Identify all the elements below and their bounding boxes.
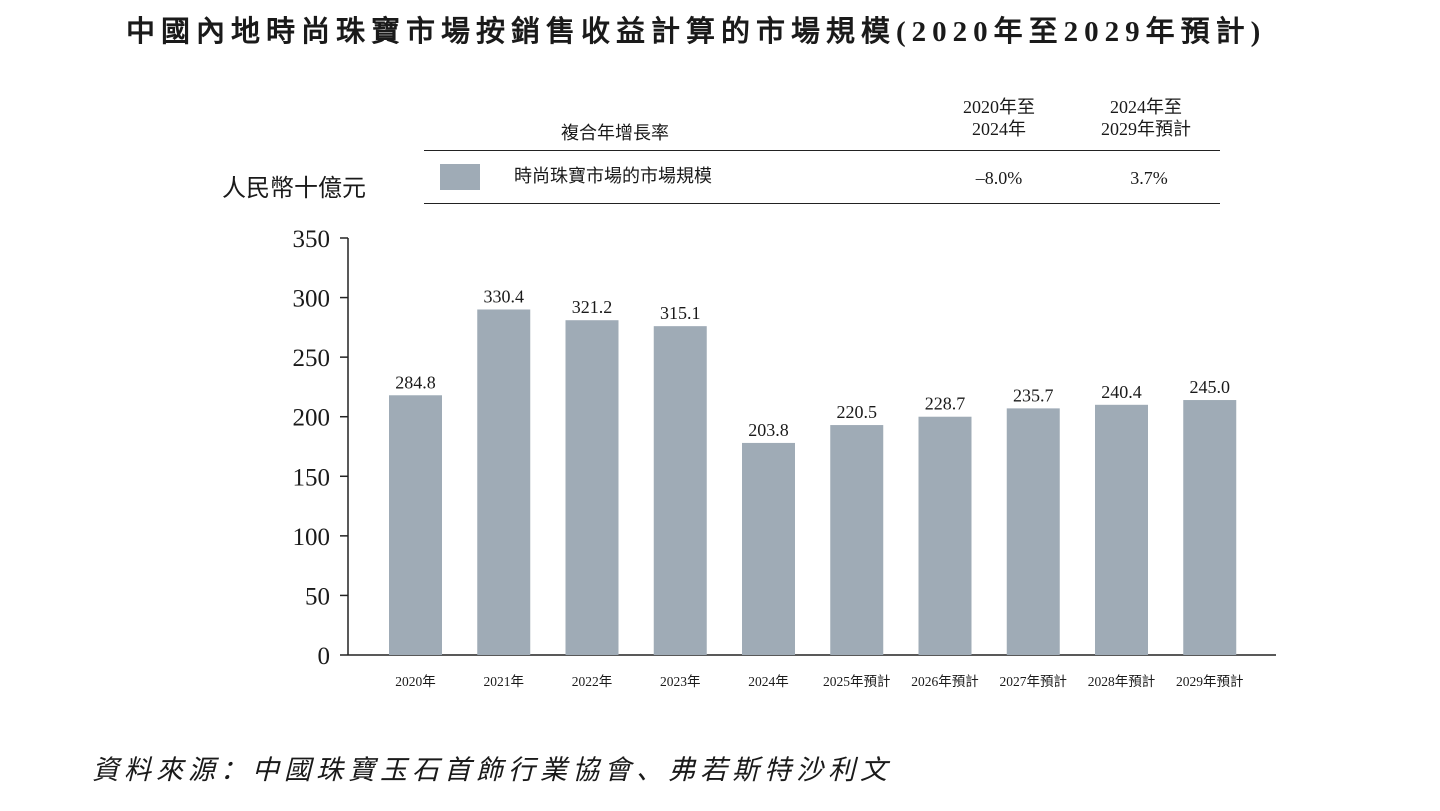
bar-value-label: 235.7 [1013,385,1054,405]
cagr-table: 複合年增長率 2020年至 2024年 2024年至 2029年預計 時尚珠寶市… [424,92,1220,206]
bar [742,442,795,655]
bar-value-label: 240.4 [1101,382,1142,402]
y-tick-label: 350 [293,226,331,253]
y-tick-label: 250 [293,345,331,372]
x-tick-label: 2022年 [572,674,613,689]
y-axis-unit-label: 人民幣十億元 [222,176,366,202]
bar [1183,400,1237,655]
bar [918,416,972,655]
x-tick-label: 2021年 [484,674,525,689]
cagr-rate-2020-2024: –8.0% [975,168,1023,188]
bar [389,395,442,655]
bar-value-label: 321.2 [572,297,613,317]
y-tick-label: 50 [305,583,330,610]
y-tick-label: 300 [293,286,331,313]
y-tick-label: 200 [293,405,331,432]
x-tick-label: 2026年預計 [911,674,979,689]
bar-value-label: 330.4 [484,286,525,306]
bar [830,425,884,655]
bar-value-label: 203.8 [748,420,789,440]
bar-value-label: 245.0 [1190,377,1231,397]
bar-value-label: 315.1 [660,303,701,323]
bar [653,326,707,655]
y-tick-label: 0 [318,643,331,670]
cagr-table-divider-top [424,150,1220,151]
cagr-period-2-line-1: 2024年至 [1110,97,1182,117]
x-tick-label: 2023年 [660,674,701,689]
x-tick-label: 2027年預計 [1000,674,1068,689]
bar-value-label: 220.5 [837,402,878,422]
bar [1095,404,1148,655]
cagr-period-1-line-2: 2024年 [972,119,1026,139]
x-tick-label: 2020年 [395,674,436,689]
cagr-period-2-line-2: 2029年預計 [1101,119,1191,139]
x-tick-label: 2024年 [748,674,789,689]
y-tick-label: 150 [293,464,331,491]
legend-swatch [440,164,480,190]
x-tick-label: 2029年預計 [1176,674,1244,689]
source-note: 資料來源：中國珠寶玉石首飾行業協會、弗若斯特沙利文 [92,755,892,785]
legend-label: 時尚珠寶市場的市場規模 [514,166,712,186]
cagr-period-1-line-1: 2020年至 [963,97,1035,117]
x-tick-label: 2025年預計 [823,674,891,689]
cagr-header: 複合年增長率 [561,123,669,143]
bar-value-label: 228.7 [925,394,966,414]
cagr-table-divider-bottom [424,203,1220,204]
cagr-period-2020-2024: 2020年至 2024年 [944,96,1054,140]
bar-chart: 0 50 100 150 200 250 300 350 284.8 2020年 330.4 2021… [293,226,1276,689]
bar [477,309,531,655]
y-tick-label: 100 [293,524,331,551]
bar-value-label: 284.8 [395,372,436,392]
bar [1006,408,1060,655]
cagr-period-2024-2029: 2024年至 2029年預計 [1086,96,1206,140]
x-tick-label: 2028年預計 [1088,674,1156,689]
cagr-rate-2024-2029: 3.7% [1130,168,1168,188]
chart-title: 中國內地時尚珠寶市場按銷售收益計算的市場規模(2020年至2029年預計) [126,16,1267,48]
bar [565,320,619,655]
